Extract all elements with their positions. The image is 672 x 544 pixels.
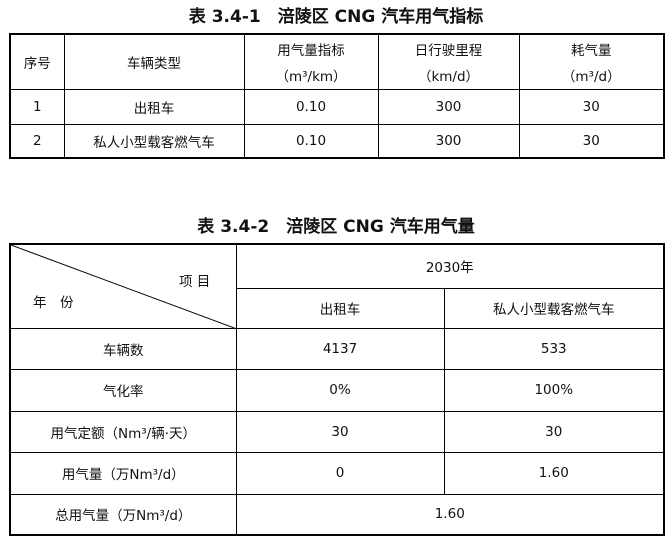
cell: 1 xyxy=(9,88,65,125)
table-row: 车辆数 4137 533 xyxy=(9,327,665,370)
corner-bottom-label: 年 份 xyxy=(33,295,74,311)
row-label: 用气定额（Nm³/辆·天） xyxy=(9,410,237,453)
col-header-private: 私人小型载客燃气车 xyxy=(443,287,665,329)
row-label: 总用气量（万Nm³/d） xyxy=(9,493,237,536)
header-index-label: 用气量指标 xyxy=(277,42,345,59)
cell: 30 xyxy=(235,410,445,453)
cell: 533 xyxy=(443,327,665,370)
row-label: 用气量（万Nm³/d） xyxy=(9,451,237,495)
cell: 0.10 xyxy=(243,88,379,125)
table-row: 1 出租车 0.10 300 30 xyxy=(9,88,665,125)
cell: 0.10 xyxy=(243,123,379,159)
table-row: 2 私人小型载客燃气车 0.10 300 30 xyxy=(9,123,665,159)
table1-title: 表 3.4-1 涪陵区 CNG 汽车用气指标 xyxy=(188,7,484,27)
cell: 100% xyxy=(443,368,665,412)
header-mileage: 日行驶里程 （km/d） xyxy=(377,33,520,90)
gas-usage-table: 项 目 年 份 2030年 出租车 私人小型载客燃气车 车辆数 4137 533 气… xyxy=(9,243,666,536)
cell: 4137 xyxy=(235,327,445,370)
header-consumption-unit: （m³/d） xyxy=(561,68,621,85)
table2-title: 表 3.4-2 涪陵区 CNG 汽车用气量 xyxy=(197,217,475,237)
cell: 2 xyxy=(9,123,65,159)
total-value: 1.60 xyxy=(235,493,665,536)
header-type: 车辆类型 xyxy=(63,33,245,90)
cell: 300 xyxy=(377,88,520,125)
header-consumption-label: 耗气量 xyxy=(571,42,612,59)
table-row: 气化率 0% 100% xyxy=(9,368,665,412)
cell: 0 xyxy=(235,451,445,495)
corner-cell: 项 目 年 份 xyxy=(9,243,237,329)
header-index: 用气量指标 （m³/km） xyxy=(243,33,379,90)
row-label: 车辆数 xyxy=(9,327,237,370)
total-row: 总用气量（万Nm³/d） 1.60 xyxy=(9,493,665,536)
table-row: 用气定额（Nm³/辆·天） 30 30 xyxy=(9,410,665,453)
cell: 30 xyxy=(443,410,665,453)
header-consumption: 耗气量 （m³/d） xyxy=(518,33,665,90)
year-header: 2030年 xyxy=(235,243,665,289)
cell: 私人小型载客燃气车 xyxy=(63,123,245,159)
row-label: 气化率 xyxy=(9,368,237,412)
header-row: 序号 车辆类型 用气量指标 （m³/km） 日行驶里程 （km/d） 耗气量 （m³/… xyxy=(9,33,665,90)
cell: 30 xyxy=(518,88,665,125)
cell: 300 xyxy=(377,123,520,159)
corner-top-label: 项 目 xyxy=(179,274,211,290)
table-row: 用气量（万Nm³/d） 0 1.60 xyxy=(9,451,665,495)
header-index-unit: （m³/km） xyxy=(275,68,347,85)
cell: 30 xyxy=(518,123,665,159)
col-header-taxi: 出租车 xyxy=(235,287,445,329)
cell: 1.60 xyxy=(443,451,665,495)
header-mileage-label: 日行驶里程 xyxy=(414,42,483,59)
cell: 出租车 xyxy=(63,88,245,125)
header-mileage-unit: （km/d） xyxy=(417,68,480,85)
header-no: 序号 xyxy=(9,33,65,90)
cell: 0% xyxy=(235,368,445,412)
gas-index-table: 序号 车辆类型 用气量指标 （m³/km） 日行驶里程 （km/d） 耗气量 （m³/… xyxy=(9,33,665,159)
diagonal-line xyxy=(11,245,237,329)
